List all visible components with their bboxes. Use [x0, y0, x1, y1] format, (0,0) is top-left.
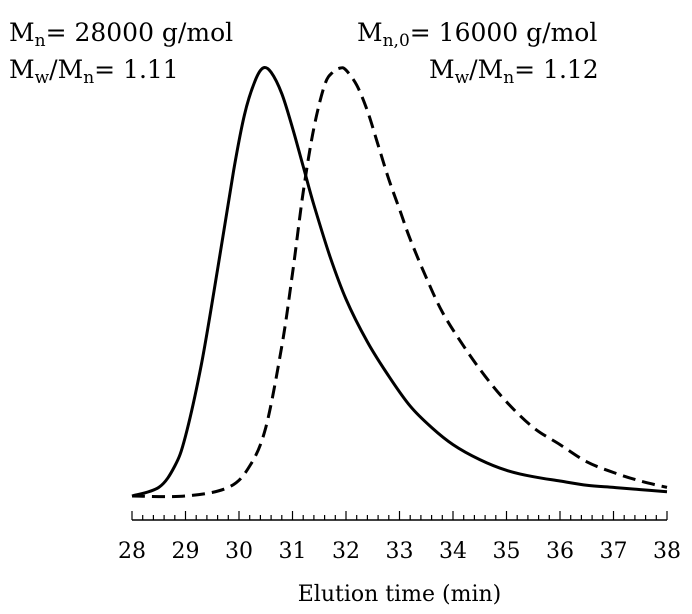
series-dashed-line [131, 66, 668, 499]
annotation-mn-left: Mn= 28000 g/mol [9, 18, 234, 51]
annotation-mn0-right: Mn,0= 16000 g/mol [357, 18, 598, 51]
annotation-pdi-left: Mw/Mn= 1.11 [9, 55, 179, 88]
x-tick-label: 28 [118, 539, 146, 564]
x-tick-label: 33 [386, 539, 414, 564]
x-tick-label: 38 [653, 539, 681, 564]
x-tick-label: 31 [279, 539, 307, 564]
x-tick-label: 34 [439, 539, 467, 564]
series-solid-line [131, 65, 668, 498]
x-tick-label: 36 [546, 539, 574, 564]
x-tick-label: 35 [493, 539, 521, 564]
x-tick-label: 32 [332, 539, 360, 564]
x-tick-label: 29 [172, 539, 200, 564]
x-axis: 28 29 30 31 32 33 34 35 36 37 38 [118, 511, 681, 564]
x-axis-label: Elution time (min) [297, 582, 502, 607]
plot-area [131, 65, 668, 499]
x-tick-label: 30 [225, 539, 253, 564]
x-tick-label: 37 [600, 539, 628, 564]
annotation-pdi-right: Mw/Mn= 1.12 [429, 55, 599, 88]
